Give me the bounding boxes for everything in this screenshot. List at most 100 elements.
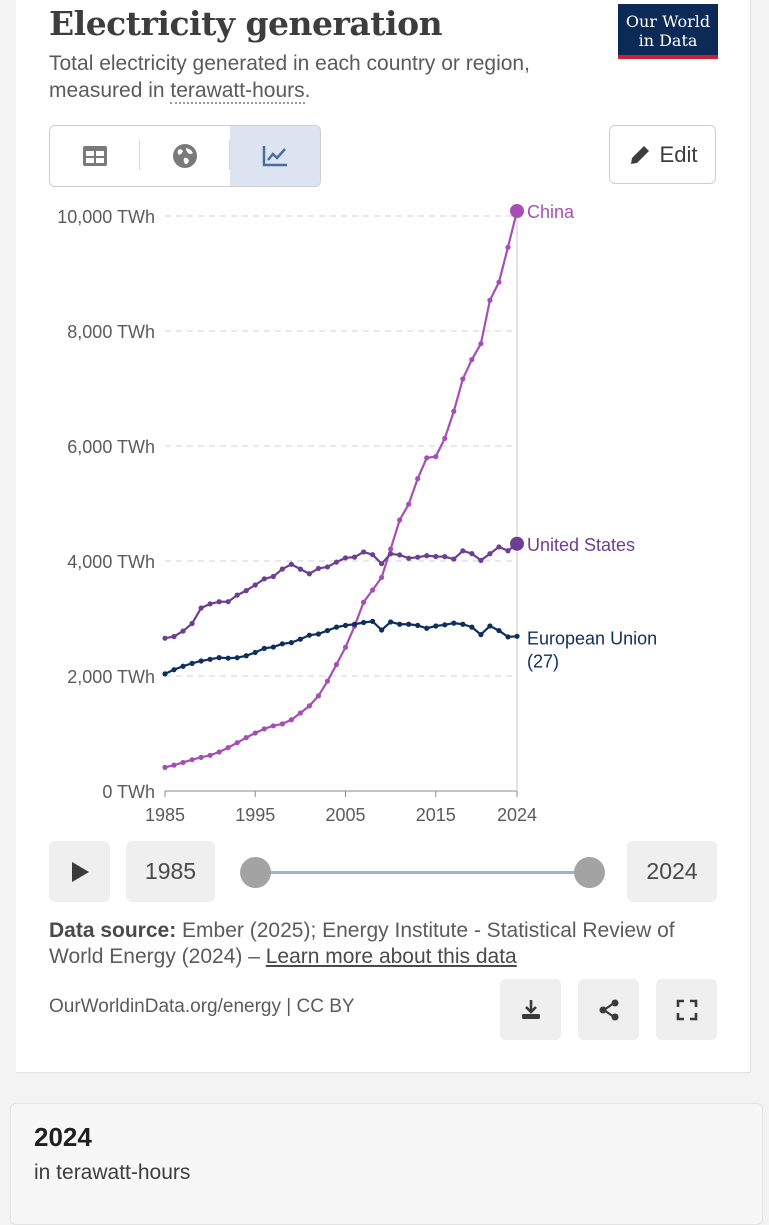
china-point (261, 726, 267, 732)
china-point (397, 517, 403, 523)
x-tick-label: 2005 (325, 805, 365, 825)
logo-line-1: Our World (625, 12, 711, 31)
edit-label: Edit (659, 141, 698, 167)
logo-line-2: in Data (638, 31, 698, 50)
united-states-point (279, 566, 285, 572)
china-point (225, 745, 231, 751)
end-year-box[interactable]: 2024 (627, 841, 717, 902)
united-states-point (496, 544, 502, 550)
china-point (451, 408, 457, 414)
china-point (388, 546, 394, 552)
united-states-point (379, 561, 385, 567)
china-point (469, 356, 475, 363)
european-union-point (162, 671, 168, 677)
china-point (306, 703, 313, 709)
china-point (415, 476, 421, 482)
china-point (424, 455, 430, 461)
china-point (406, 501, 412, 507)
share-button[interactable] (578, 979, 639, 1040)
european-union-point (397, 621, 403, 627)
european-union-point (234, 655, 240, 661)
download-button[interactable] (500, 979, 561, 1040)
european-union-point (270, 644, 276, 650)
fullscreen-icon (676, 999, 697, 1020)
timeline-start-handle[interactable] (240, 857, 271, 888)
european-union-point (324, 627, 331, 634)
european-union-point (252, 649, 258, 656)
x-tick-label: 2024 (497, 805, 537, 825)
united-states-point (261, 576, 267, 582)
european-union-point (505, 634, 511, 640)
united-states-point (270, 573, 276, 580)
y-tick-label: 0 TWh (102, 782, 155, 802)
subtitle-text: Total electricity generated in each coun… (49, 52, 530, 102)
edit-button[interactable]: Edit (609, 125, 716, 184)
united-states-point (369, 552, 376, 558)
european-union-line (164, 620, 518, 675)
start-year-box[interactable]: 1985 (126, 841, 215, 902)
european-union-point (207, 656, 213, 662)
european-union-label: European Union (527, 628, 657, 648)
united-states-point (505, 548, 511, 554)
european-union-label-line-2: (27) (527, 651, 559, 671)
x-tick-label: 1995 (235, 805, 275, 825)
owid-logo[interactable]: Our World in Data (618, 4, 718, 59)
tab-map[interactable] (140, 126, 230, 186)
tab-table[interactable] (50, 126, 140, 186)
european-union-point (198, 658, 204, 664)
x-tick-label: 1985 (145, 805, 185, 825)
european-union-point (288, 640, 294, 646)
european-union-point (388, 619, 394, 625)
european-union-point (406, 621, 412, 627)
fullscreen-button[interactable] (656, 979, 717, 1040)
learn-more-link[interactable]: Learn more about this data (265, 945, 517, 968)
y-tick-label: 2,000 TWh (67, 667, 155, 687)
european-union-point (261, 645, 267, 651)
china-point (198, 754, 204, 760)
european-union-point (180, 663, 186, 669)
china-point (442, 435, 448, 441)
play-button[interactable] (49, 841, 110, 902)
china-point (279, 721, 285, 727)
china-point (243, 735, 249, 741)
timeline-track[interactable] (255, 871, 589, 874)
european-union-point (369, 618, 376, 624)
china-point (333, 661, 340, 668)
source-label: Data source: (49, 919, 177, 942)
data-table-panel: 2024 in terawatt-hours (10, 1103, 763, 1225)
united-states-point (324, 564, 331, 570)
china-point (433, 454, 439, 460)
x-tick-label: 2015 (416, 805, 456, 825)
european-union-point (225, 655, 231, 661)
united-states-point (180, 628, 186, 634)
united-states-point (424, 553, 430, 559)
china-point (496, 279, 502, 285)
united-states-point (351, 554, 358, 560)
tab-chart[interactable] (230, 126, 320, 186)
united-states-point (198, 605, 204, 611)
source-text: Ember (2025); Energy Institute - Statist… (49, 919, 675, 968)
y-tick-label: 6,000 TWh (67, 437, 155, 457)
share-icon (599, 999, 618, 1020)
european-union-point (360, 619, 367, 626)
data-source: Data source: Ember (2025); Energy Instit… (49, 918, 709, 970)
license-text: OurWorldinData.org/energy | CC BY (49, 996, 355, 1017)
china-point (369, 587, 376, 593)
united-states-point (162, 635, 168, 641)
table-icon (83, 146, 107, 166)
line-chart-icon (262, 146, 287, 167)
timeline-end-handle[interactable] (574, 857, 605, 888)
european-union-point (478, 632, 484, 638)
united-states-point (288, 561, 294, 567)
china-point (216, 749, 222, 755)
european-union-point (415, 622, 421, 628)
united-states-point (171, 633, 177, 640)
unit-tooltip-link[interactable]: terawatt-hours (170, 79, 305, 104)
united-states-point (442, 554, 448, 560)
european-union-point (460, 621, 466, 627)
united-states-point (460, 548, 466, 554)
european-union-point (342, 622, 349, 628)
united-states-point (189, 620, 195, 627)
china-point (460, 376, 466, 382)
european-union-point (379, 627, 385, 633)
